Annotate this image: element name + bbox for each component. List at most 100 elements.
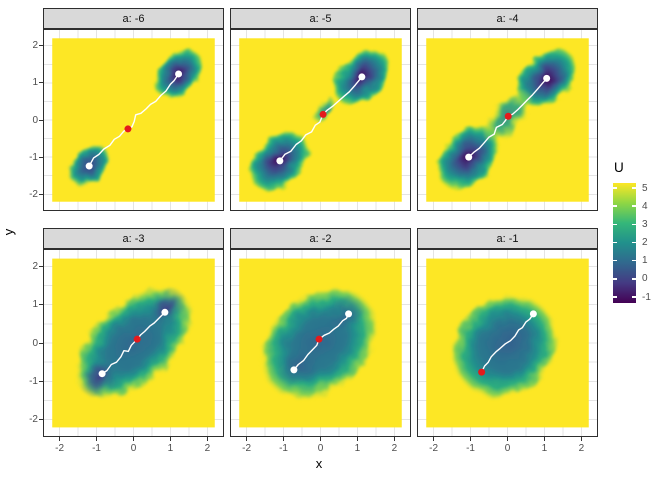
legend: U 5 4 3 2 1 0 -1 — [610, 160, 672, 335]
panel-border — [43, 29, 224, 211]
potential-well-blob — [312, 96, 337, 124]
current-point-marker — [478, 368, 486, 376]
current-point-marker — [315, 335, 323, 343]
y-tick-label: -2 — [29, 414, 38, 426]
colorbar-tick — [632, 259, 636, 262]
colorbar-tick-label: 0 — [642, 273, 648, 285]
x-axis-tick — [169, 437, 171, 441]
endpoint-marker — [290, 366, 298, 374]
y-axis-tick — [39, 82, 43, 84]
facet-panel — [417, 249, 598, 437]
facet-strip: a: -6 — [43, 8, 224, 29]
colorbar-tick-label: 3 — [642, 218, 648, 230]
x-axis-tick — [283, 437, 285, 441]
panel-border — [417, 29, 598, 211]
endpoint-marker — [543, 74, 551, 82]
x-axis-tick — [59, 437, 61, 441]
x-tick-label: 0 — [317, 443, 324, 454]
colorbar-tick-label: 2 — [642, 237, 648, 248]
x-tick-label: 1 — [167, 443, 174, 454]
colorbar-tick — [613, 205, 617, 207]
y-axis-tick — [39, 419, 43, 421]
x-axis-tick — [543, 437, 545, 441]
x-tick-label: 2 — [391, 443, 398, 454]
x-axis-tick — [507, 437, 508, 441]
optimization-path — [88, 73, 180, 167]
colorbar-tick — [632, 278, 636, 280]
colorbar-tick — [632, 205, 636, 207]
x-axis-tick — [320, 437, 321, 441]
x-axis-tick — [206, 437, 208, 441]
facet-panel — [43, 29, 224, 211]
panel-border — [417, 249, 598, 437]
y-tick-label: 1 — [32, 77, 38, 89]
colorbar-tick-label: 4 — [642, 200, 648, 212]
facet-strip: a: -1 — [417, 228, 598, 249]
y-axis-tick — [39, 304, 43, 306]
endpoint-marker — [98, 370, 106, 378]
optimization-path — [101, 311, 166, 375]
optimization-path — [279, 76, 363, 162]
potential-well-blob — [146, 288, 188, 329]
legend-title: U — [614, 160, 624, 175]
x-axis-tick — [356, 437, 358, 441]
facet-panel — [43, 249, 224, 437]
x-axis-tick — [96, 437, 98, 441]
colorbar-tick — [613, 278, 617, 280]
x-axis-tick — [393, 437, 395, 441]
y-axis-tick — [39, 380, 43, 382]
colorbar-tick-label: 5 — [642, 182, 648, 194]
panel-border — [230, 249, 411, 437]
x-tick-label: 1 — [354, 443, 361, 454]
y-axis-tick — [39, 193, 43, 195]
current-point-marker — [504, 112, 512, 120]
y-axis-tick — [39, 45, 43, 47]
y-tick-label: -1 — [29, 375, 38, 387]
facet-panel — [417, 29, 598, 211]
x-axis-tick — [580, 437, 582, 441]
colorbar-tick-label: 1 — [642, 255, 648, 267]
endpoint-marker — [161, 308, 169, 316]
colorbar-tick — [632, 187, 636, 189]
current-point-marker — [319, 110, 327, 118]
x-tick-label: -2 — [429, 443, 439, 454]
endpoint-marker — [175, 70, 183, 78]
x-tick-label: -1 — [92, 443, 101, 454]
x-tick-label: 2 — [204, 443, 211, 454]
facet-strip-label: a: -5 — [309, 12, 332, 25]
y-tick-label: 0 — [32, 114, 38, 126]
x-tick-label: 0 — [130, 443, 137, 454]
facet-strip: a: -5 — [230, 8, 411, 29]
facet-panel — [230, 29, 411, 211]
facet-strip-label: a: -1 — [496, 232, 519, 245]
x-axis-title: x — [315, 456, 323, 471]
facet-strip-label: a: -3 — [122, 232, 145, 245]
facet-strip: a: -3 — [43, 228, 224, 249]
facet-panel — [230, 249, 411, 437]
facet-strip: a: -2 — [230, 228, 411, 249]
x-tick-label: -1 — [466, 443, 475, 454]
colorbar-tick — [613, 187, 617, 189]
colorbar-tick — [613, 259, 617, 262]
endpoint-marker — [465, 153, 473, 161]
colorbar-tick-label: -1 — [642, 291, 651, 303]
endpoint-marker — [276, 157, 284, 165]
endpoint-marker — [345, 310, 353, 318]
y-axis-tick — [39, 342, 43, 344]
facet-strip: a: -4 — [417, 8, 598, 29]
x-axis-tick — [470, 437, 472, 441]
panel-border — [43, 249, 224, 437]
x-tick-label: -1 — [279, 443, 288, 454]
legend-colorbar — [613, 183, 636, 303]
colorbar-tick — [613, 241, 617, 244]
x-tick-label: -2 — [55, 443, 65, 454]
endpoint-marker — [85, 162, 93, 170]
x-axis-tick — [433, 437, 435, 441]
current-point-marker — [124, 125, 132, 133]
colorbar-tick — [632, 296, 636, 298]
y-axis-tick — [39, 265, 43, 267]
x-tick-label: 0 — [504, 443, 511, 454]
optimization-path — [480, 313, 534, 373]
endpoint-marker — [529, 310, 537, 318]
